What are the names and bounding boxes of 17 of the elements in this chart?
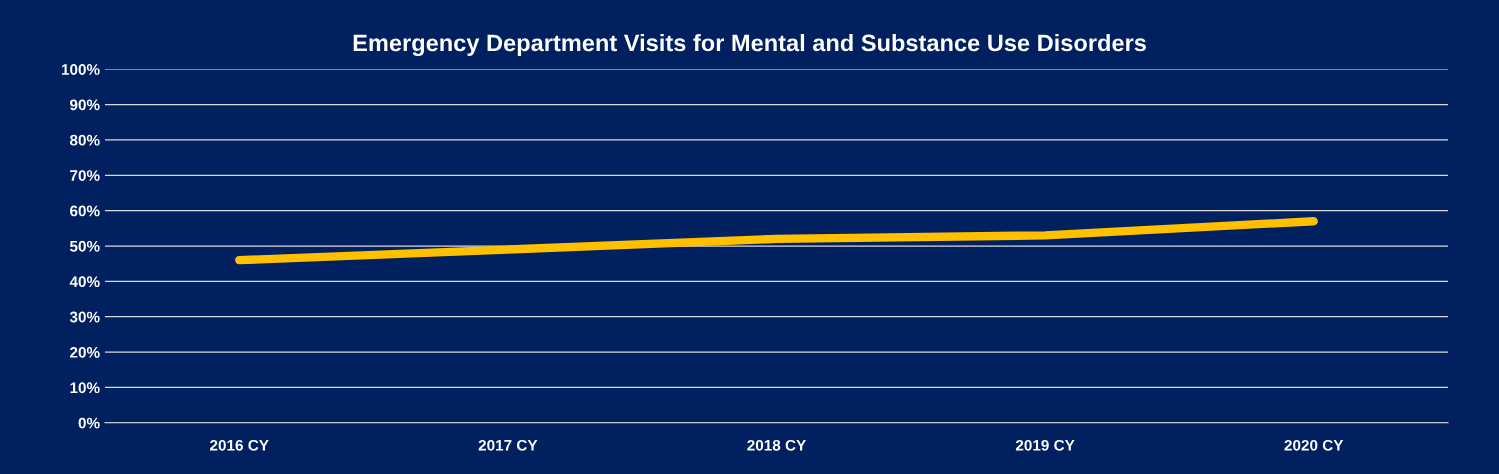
y-tick-label: 70% — [70, 170, 100, 181]
y-tick-label: 40% — [69, 276, 100, 288]
y-tick-label: 0% — [78, 417, 100, 429]
y-tick-label: 100% — [61, 64, 100, 75]
x-tick-label: 2020 CY — [1284, 439, 1344, 451]
y-tick-label: 50% — [69, 240, 100, 252]
y-tick-label: 90% — [70, 99, 100, 111]
x-tick-label: 2019 CY — [1015, 439, 1075, 451]
chart-title: Emergency Department Visits for Mental and Substance Use Disorders — [353, 33, 1146, 57]
y-tick-label: 30% — [69, 311, 100, 323]
x-tick-label: 2017 CY — [478, 439, 538, 451]
y-tick-label: 10% — [70, 382, 100, 394]
x-tick-label: 2018 CY — [747, 439, 806, 451]
y-tick-label: 20% — [70, 346, 100, 358]
y-tick-label: 80% — [69, 134, 100, 146]
x-tick-label: 2016 CY — [210, 439, 269, 451]
y-tick-label: 60% — [70, 205, 100, 217]
